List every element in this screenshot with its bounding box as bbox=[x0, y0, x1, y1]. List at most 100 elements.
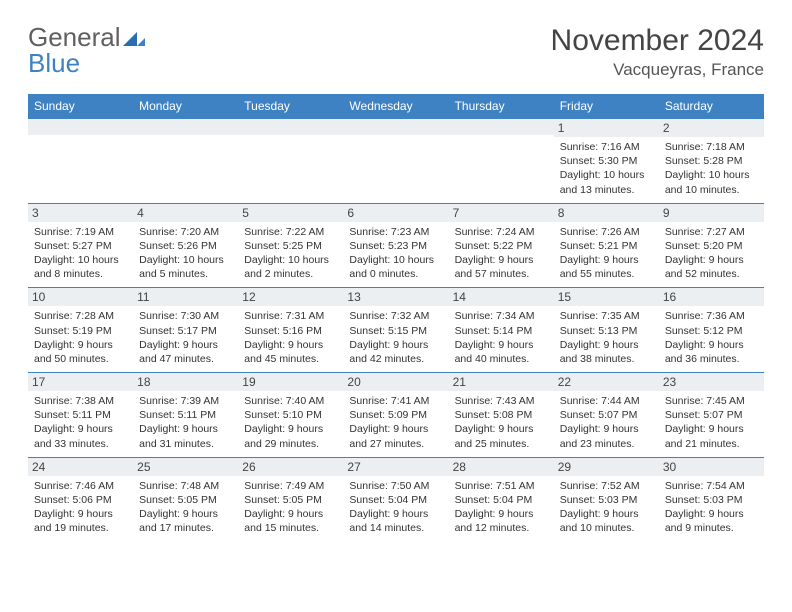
sunrise-text: Sunrise: 7:16 AM bbox=[560, 140, 653, 154]
daylight-text: Daylight: 9 hours and 57 minutes. bbox=[455, 253, 548, 281]
day-number: 16 bbox=[659, 288, 764, 306]
day-details: Sunrise: 7:24 AMSunset: 5:22 PMDaylight:… bbox=[455, 225, 548, 282]
calendar-cell bbox=[238, 119, 343, 204]
day-number: 1 bbox=[554, 119, 659, 137]
day-header: Saturday bbox=[659, 94, 764, 119]
sunrise-text: Sunrise: 7:46 AM bbox=[34, 479, 127, 493]
day-number: 9 bbox=[659, 204, 764, 222]
sunrise-text: Sunrise: 7:43 AM bbox=[455, 394, 548, 408]
calendar-cell: 20Sunrise: 7:41 AMSunset: 5:09 PMDayligh… bbox=[343, 373, 448, 458]
day-details: Sunrise: 7:43 AMSunset: 5:08 PMDaylight:… bbox=[455, 394, 548, 451]
sunset-text: Sunset: 5:15 PM bbox=[349, 324, 442, 338]
day-number: 18 bbox=[133, 373, 238, 391]
calendar-cell: 23Sunrise: 7:45 AMSunset: 5:07 PMDayligh… bbox=[659, 373, 764, 458]
day-number: 19 bbox=[238, 373, 343, 391]
day-header: Tuesday bbox=[238, 94, 343, 119]
daylight-text: Daylight: 9 hours and 9 minutes. bbox=[665, 507, 758, 535]
day-details: Sunrise: 7:49 AMSunset: 5:05 PMDaylight:… bbox=[244, 479, 337, 536]
sunset-text: Sunset: 5:11 PM bbox=[34, 408, 127, 422]
calendar-cell: 15 Sunrise: 7:35 AMSunset: 5:13 PMDayligh… bbox=[554, 288, 659, 373]
daylight-text: Daylight: 9 hours and 10 minutes. bbox=[560, 507, 653, 535]
daylight-text: Daylight: 9 hours and 19 minutes. bbox=[34, 507, 127, 535]
calendar-cell: 4Sunrise: 7:20 AMSunset: 5:26 PMDaylight… bbox=[133, 203, 238, 288]
sunset-text: Sunset: 5:04 PM bbox=[349, 493, 442, 507]
day-number: 2 bbox=[659, 119, 764, 137]
calendar-cell: 2 Sunrise: 7:18 AMSunset: 5:28 PMDaylight… bbox=[659, 119, 764, 204]
sunset-text: Sunset: 5:03 PM bbox=[560, 493, 653, 507]
calendar-cell: 10 Sunrise: 7:28 AMSunset: 5:19 PMDayligh… bbox=[28, 288, 133, 373]
sunrise-text: Sunrise: 7:44 AM bbox=[560, 394, 653, 408]
sunset-text: Sunset: 5:03 PM bbox=[665, 493, 758, 507]
header: General Blue November 2024 Vacqueyras, F… bbox=[28, 24, 764, 80]
calendar-cell: 5Sunrise: 7:22 AMSunset: 5:25 PMDaylight… bbox=[238, 203, 343, 288]
sunrise-text: Sunrise: 7:24 AM bbox=[455, 225, 548, 239]
calendar-week-row: 10 Sunrise: 7:28 AMSunset: 5:19 PMDayligh… bbox=[28, 288, 764, 373]
calendar-cell: 28Sunrise: 7:51 AMSunset: 5:04 PMDayligh… bbox=[449, 457, 554, 541]
day-number: 10 bbox=[28, 288, 133, 306]
day-number: 15 bbox=[554, 288, 659, 306]
brand-logo: General Blue bbox=[28, 24, 145, 76]
sunrise-text: Sunrise: 7:23 AM bbox=[349, 225, 442, 239]
day-details: Sunrise: 7:34 AMSunset: 5:14 PMDaylight:… bbox=[455, 309, 548, 366]
calendar-cell: 24 Sunrise: 7:46 AMSunset: 5:06 PMDayligh… bbox=[28, 457, 133, 541]
daylight-text: Daylight: 9 hours and 12 minutes. bbox=[455, 507, 548, 535]
day-details: Sunrise: 7:38 AMSunset: 5:11 PMDaylight:… bbox=[34, 394, 127, 451]
day-number: 6 bbox=[343, 204, 448, 222]
day-number bbox=[133, 119, 238, 135]
calendar-cell: 12 Sunrise: 7:31 AMSunset: 5:16 PMDayligh… bbox=[238, 288, 343, 373]
location-label: Vacqueyras, France bbox=[551, 60, 764, 80]
daylight-text: Daylight: 9 hours and 29 minutes. bbox=[244, 422, 337, 450]
day-number bbox=[343, 119, 448, 135]
day-details: Sunrise: 7:18 AMSunset: 5:28 PMDaylight:… bbox=[665, 140, 758, 197]
calendar-cell: 26Sunrise: 7:49 AMSunset: 5:05 PMDayligh… bbox=[238, 457, 343, 541]
daylight-text: Daylight: 9 hours and 31 minutes. bbox=[139, 422, 232, 450]
day-number: 27 bbox=[343, 458, 448, 476]
sunset-text: Sunset: 5:04 PM bbox=[455, 493, 548, 507]
day-details: Sunrise: 7:35 AMSunset: 5:13 PMDaylight:… bbox=[560, 309, 653, 366]
sunset-text: Sunset: 5:20 PM bbox=[665, 239, 758, 253]
calendar-cell: 3Sunrise: 7:19 AMSunset: 5:27 PMDaylight… bbox=[28, 203, 133, 288]
sunset-text: Sunset: 5:16 PM bbox=[244, 324, 337, 338]
daylight-text: Daylight: 9 hours and 38 minutes. bbox=[560, 338, 653, 366]
brand-text: General Blue bbox=[28, 24, 145, 76]
sunrise-text: Sunrise: 7:35 AM bbox=[560, 309, 653, 323]
sunset-text: Sunset: 5:12 PM bbox=[665, 324, 758, 338]
calendar-week-row: 17Sunrise: 7:38 AMSunset: 5:11 PMDayligh… bbox=[28, 373, 764, 458]
sunrise-text: Sunrise: 7:20 AM bbox=[139, 225, 232, 239]
day-details: Sunrise: 7:28 AMSunset: 5:19 PMDaylight:… bbox=[34, 309, 127, 366]
day-details: Sunrise: 7:44 AMSunset: 5:07 PMDaylight:… bbox=[560, 394, 653, 451]
daylight-text: Daylight: 10 hours and 2 minutes. bbox=[244, 253, 337, 281]
daylight-text: Daylight: 10 hours and 5 minutes. bbox=[139, 253, 232, 281]
day-details: Sunrise: 7:30 AMSunset: 5:17 PMDaylight:… bbox=[139, 309, 232, 366]
sunset-text: Sunset: 5:25 PM bbox=[244, 239, 337, 253]
sunrise-text: Sunrise: 7:18 AM bbox=[665, 140, 758, 154]
day-details: Sunrise: 7:52 AMSunset: 5:03 PMDaylight:… bbox=[560, 479, 653, 536]
calendar-table: Sunday Monday Tuesday Wednesday Thursday… bbox=[28, 94, 764, 541]
day-header-row: Sunday Monday Tuesday Wednesday Thursday… bbox=[28, 94, 764, 119]
sunrise-text: Sunrise: 7:40 AM bbox=[244, 394, 337, 408]
sunrise-text: Sunrise: 7:49 AM bbox=[244, 479, 337, 493]
day-details: Sunrise: 7:36 AMSunset: 5:12 PMDaylight:… bbox=[665, 309, 758, 366]
day-number: 20 bbox=[343, 373, 448, 391]
day-number: 12 bbox=[238, 288, 343, 306]
day-number: 11 bbox=[133, 288, 238, 306]
day-details: Sunrise: 7:45 AMSunset: 5:07 PMDaylight:… bbox=[665, 394, 758, 451]
page-title: November 2024 bbox=[551, 24, 764, 58]
day-details: Sunrise: 7:32 AMSunset: 5:15 PMDaylight:… bbox=[349, 309, 442, 366]
day-number: 22 bbox=[554, 373, 659, 391]
calendar-cell: 13Sunrise: 7:32 AMSunset: 5:15 PMDayligh… bbox=[343, 288, 448, 373]
day-details: Sunrise: 7:26 AMSunset: 5:21 PMDaylight:… bbox=[560, 225, 653, 282]
daylight-text: Daylight: 10 hours and 13 minutes. bbox=[560, 168, 653, 196]
day-details: Sunrise: 7:23 AMSunset: 5:23 PMDaylight:… bbox=[349, 225, 442, 282]
day-details: Sunrise: 7:19 AMSunset: 5:27 PMDaylight:… bbox=[34, 225, 127, 282]
day-number: 24 bbox=[28, 458, 133, 476]
daylight-text: Daylight: 10 hours and 8 minutes. bbox=[34, 253, 127, 281]
day-header: Monday bbox=[133, 94, 238, 119]
sunset-text: Sunset: 5:08 PM bbox=[455, 408, 548, 422]
calendar-cell: 9Sunrise: 7:27 AMSunset: 5:20 PMDaylight… bbox=[659, 203, 764, 288]
daylight-text: Daylight: 9 hours and 40 minutes. bbox=[455, 338, 548, 366]
sunset-text: Sunset: 5:06 PM bbox=[34, 493, 127, 507]
day-details: Sunrise: 7:50 AMSunset: 5:04 PMDaylight:… bbox=[349, 479, 442, 536]
daylight-text: Daylight: 9 hours and 42 minutes. bbox=[349, 338, 442, 366]
day-details: Sunrise: 7:31 AMSunset: 5:16 PMDaylight:… bbox=[244, 309, 337, 366]
